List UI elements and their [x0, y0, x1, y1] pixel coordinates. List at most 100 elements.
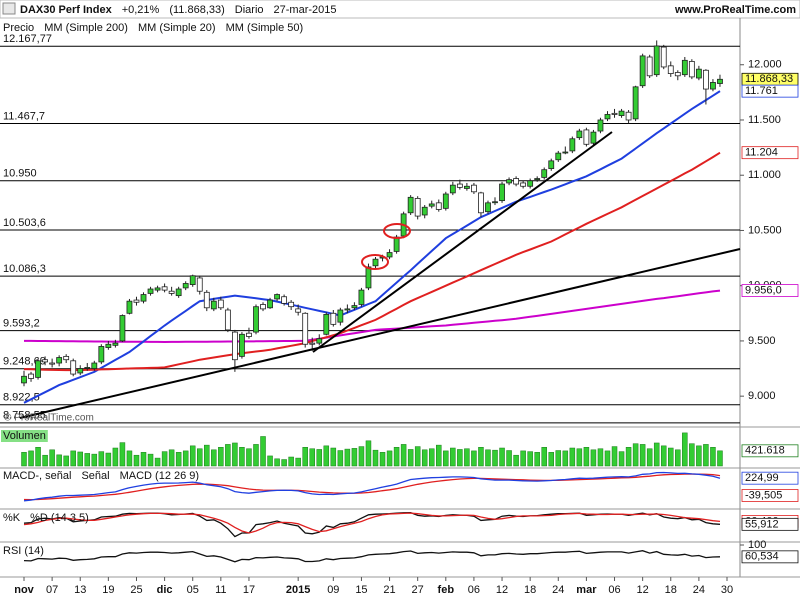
candle-body [224, 309, 231, 331]
value-tag: 11.761 [745, 85, 778, 97]
candle-body [660, 46, 667, 68]
bar [513, 454, 519, 467]
candle-body [210, 300, 217, 310]
candle-body [203, 291, 210, 309]
candle-body [625, 111, 632, 121]
value-tag: 11.868,33 [745, 73, 793, 85]
bar [344, 448, 351, 467]
highlight-ellipse [361, 254, 389, 270]
candle-body [295, 308, 302, 313]
legend-entry: MM (Simple 50) [226, 22, 304, 34]
candle-body [253, 306, 259, 333]
candle-body [435, 202, 442, 210]
value-tag-box [741, 550, 799, 564]
candle-body [646, 56, 653, 77]
candle-body [471, 184, 477, 193]
bar [204, 444, 210, 467]
value-tag: 55,912 [745, 518, 779, 530]
x-tick-label: nov [14, 584, 34, 596]
candle-body [463, 185, 470, 189]
bar [646, 448, 653, 467]
bar [703, 444, 709, 467]
bar [154, 457, 161, 467]
candle-body [548, 160, 555, 169]
candle-body [147, 288, 154, 294]
x-tick-label: 24 [552, 584, 564, 596]
candle-body [112, 342, 119, 346]
candle-body [674, 72, 681, 77]
bar [119, 442, 126, 467]
y-tick-label: 11.500 [748, 114, 781, 126]
candle-body [442, 193, 449, 209]
bar [323, 445, 330, 467]
value-tag-box [741, 284, 799, 297]
x-tick-label: mar [576, 584, 597, 596]
candle-body [717, 78, 723, 84]
bar [351, 448, 358, 467]
bar [548, 452, 554, 467]
bar [133, 454, 140, 467]
candle-body [239, 333, 245, 357]
candle-body [119, 315, 126, 342]
level-label: 11.467,7 [3, 110, 45, 122]
bar [710, 447, 716, 467]
bar [520, 450, 526, 467]
bar [189, 445, 196, 467]
x-tick-label: 05 [187, 584, 199, 596]
value-tag: 11.204 [745, 147, 778, 159]
candle-body [681, 59, 688, 76]
bar [597, 448, 604, 467]
series-line [23, 151, 721, 372]
candle-body [217, 299, 224, 309]
x-tick-label: 2015 [286, 584, 310, 596]
bar [112, 447, 119, 467]
candle-body [576, 130, 583, 139]
bar [70, 450, 76, 467]
series-line [23, 90, 721, 404]
bar [267, 455, 273, 467]
bar [569, 447, 576, 467]
x-tick-label: 30 [721, 584, 733, 596]
candle-body [196, 277, 203, 292]
value-tag-box [741, 489, 799, 502]
value-tag-box [741, 84, 799, 98]
bar [253, 444, 259, 467]
x-tick-label: 17 [243, 584, 255, 596]
candle-body [42, 359, 48, 363]
candle-body [337, 309, 344, 323]
candle-body [527, 180, 534, 187]
header-bar [0, 0, 800, 19]
bar [653, 442, 660, 467]
bar [590, 449, 597, 467]
bar [457, 449, 463, 467]
bar [309, 448, 315, 467]
bar [611, 446, 618, 467]
bar [239, 447, 245, 467]
level-label: 10.086,3 [3, 263, 46, 275]
bar [414, 446, 421, 467]
bar [562, 450, 569, 467]
bar [316, 449, 323, 467]
candle-body [49, 362, 56, 365]
candle-body [330, 312, 337, 325]
candle-body [611, 112, 618, 115]
bar [506, 450, 512, 467]
x-tick-label: dic [157, 584, 173, 596]
bar [372, 449, 379, 467]
bar [182, 450, 189, 467]
candle-body [499, 183, 505, 202]
legend-entry: Señal [81, 470, 109, 482]
bar [232, 442, 238, 467]
bar [450, 447, 456, 467]
candle-body [703, 69, 709, 90]
bar [400, 444, 407, 467]
value-tag: 421.618 [745, 445, 785, 457]
value-tag: 9.956,0 [745, 284, 782, 296]
legend-entry: RSI (14) [3, 545, 44, 557]
bar [140, 452, 147, 467]
candle-body [393, 236, 400, 252]
candle-body [91, 362, 98, 369]
bar [604, 450, 611, 467]
value-tag-box [741, 146, 799, 160]
header-last: (11.868,33) [169, 4, 224, 16]
